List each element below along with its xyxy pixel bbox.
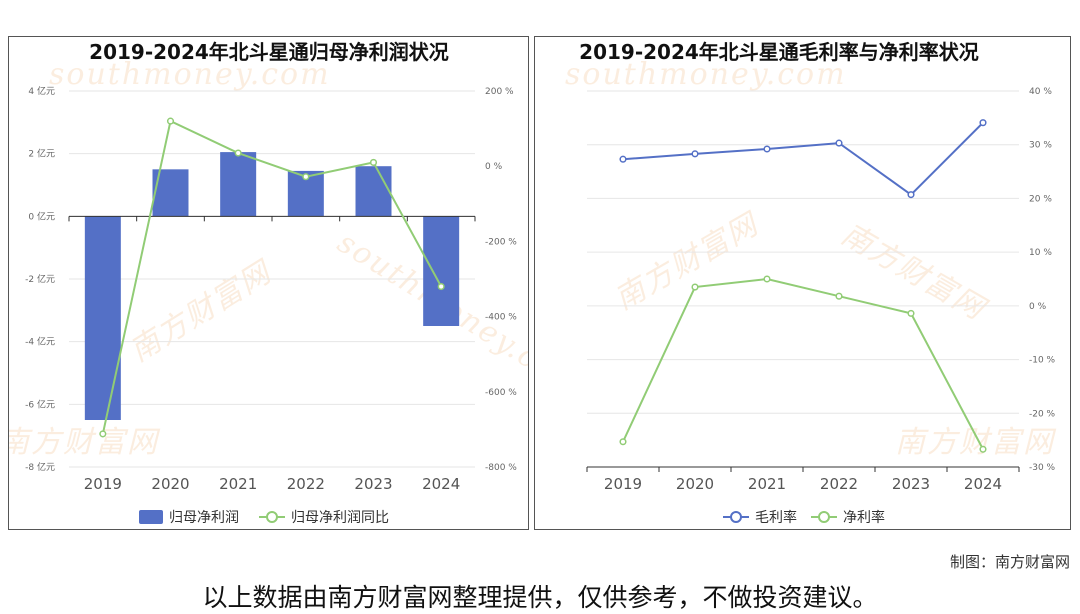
- yoy-point-2021: [234, 149, 242, 157]
- legend-label: 毛利率: [755, 509, 797, 526]
- margin-chart: 2019-2024年北斗星通毛利率与净利率状况 40 % 30 % 20 % 10 % 0…: [579, 40, 1056, 526]
- y-right-tick-label: -400 %: [485, 313, 517, 323]
- legend-label: 归母净利润: [169, 509, 239, 526]
- y-right-tick-label: -200 %: [485, 237, 517, 247]
- series-point-2019: [619, 438, 627, 446]
- series-point-2023: [907, 191, 915, 199]
- y-right-tick-label: -800 %: [485, 463, 517, 473]
- disclaimer: 以上数据由南方财富网整理提供，仅供参考，不做投资建议。: [202, 583, 878, 612]
- yoy-point-2022: [302, 173, 310, 181]
- net-profit-chart-panel: southmoney.com 南方财富网 southmoney.com 南方财富…: [8, 36, 529, 530]
- series-point-2021: [763, 275, 771, 283]
- bar-2023: [355, 166, 392, 217]
- series-point-2021: [763, 145, 771, 153]
- legend-label: 净利率: [843, 509, 885, 526]
- x-tick-label: 2020: [676, 475, 714, 493]
- x-tick-label: 2019: [604, 475, 642, 493]
- series-point-2023: [907, 309, 915, 317]
- x-tick-label: 2022: [820, 475, 858, 493]
- series-point-2022: [835, 139, 843, 147]
- net-profit-chart: 2019-2024年北斗星通归母净利润状况 4 亿元 2 亿元 0 亿元 -2 亿元 -4…: [25, 40, 517, 526]
- x-tick-label: 2021: [219, 475, 257, 493]
- series-point-2019: [619, 155, 627, 163]
- x-tick-label: 2022: [287, 475, 325, 493]
- x-tick-label: 2024: [422, 475, 460, 493]
- series-point-2024: [979, 445, 987, 453]
- y-right-tick-label: 40 %: [1029, 87, 1052, 97]
- y-right-tick-label: 20 %: [1029, 194, 1052, 204]
- y-right-tick-label: 10 %: [1029, 248, 1052, 258]
- yoy-point-2023: [369, 158, 378, 166]
- yoy-line: [101, 119, 443, 435]
- y-right-tick-label: -10 %: [1029, 356, 1056, 366]
- y-left-tick-label: -2 亿元: [25, 273, 55, 285]
- bar-2021: [220, 152, 257, 217]
- y-left-tick-label: -6 亿元: [25, 398, 55, 410]
- yoy-point-2020: [166, 117, 175, 125]
- bar-2024: [423, 216, 460, 326]
- legend-swatch-bar: [139, 510, 163, 524]
- y-right-tick-label: -30 %: [1029, 463, 1056, 473]
- legend-marker: [266, 511, 278, 523]
- y-left-tick-label: 0 亿元: [28, 210, 55, 222]
- legend-marker: [730, 511, 742, 523]
- chart-credit: 制图：南方财富网: [949, 553, 1070, 571]
- x-tick-label: 2021: [748, 475, 786, 493]
- x-tick-label: 2023: [892, 475, 930, 493]
- chart-title: 2019-2024年北斗星通毛利率与净利率状况: [579, 40, 979, 64]
- y-left-tick-label: -4 亿元: [25, 336, 55, 348]
- series-line-1: [622, 277, 984, 450]
- margin-chart-panel: southmoney.com 南方财富网 南方财富网 南方财富网 2019-20…: [534, 36, 1071, 530]
- yoy-point-2024: [437, 282, 445, 291]
- series-point-2024: [979, 119, 987, 127]
- series-line-0: [622, 121, 984, 196]
- y-right-tick-label: 0 %: [485, 162, 503, 172]
- y-left-tick-label: -8 亿元: [25, 461, 55, 473]
- y-right-tick-label: 30 %: [1029, 141, 1052, 151]
- y-right-tick-label: 200 %: [485, 87, 514, 97]
- series-point-2020: [691, 283, 699, 291]
- x-tick-label: 2023: [354, 475, 392, 493]
- y-right-tick-label: -600 %: [485, 388, 517, 398]
- yoy-point-2019: [99, 430, 107, 438]
- y-right-tick-label: 0 %: [1029, 302, 1047, 312]
- legend-label: 归母净利润同比: [291, 509, 389, 526]
- series-point-2020: [691, 150, 699, 158]
- y-left-tick-label: 4 亿元: [28, 85, 55, 97]
- chart-title: 2019-2024年北斗星通归母净利润状况: [89, 40, 449, 64]
- y-left-tick-label: 2 亿元: [28, 148, 55, 160]
- x-tick-label: 2024: [964, 475, 1002, 493]
- series-point-2022: [835, 292, 843, 300]
- bar-2019: [84, 216, 121, 420]
- x-tick-label: 2019: [84, 475, 122, 493]
- y-right-tick-label: -20 %: [1029, 409, 1056, 419]
- x-tick-label: 2020: [151, 475, 189, 493]
- legend-marker: [818, 511, 830, 523]
